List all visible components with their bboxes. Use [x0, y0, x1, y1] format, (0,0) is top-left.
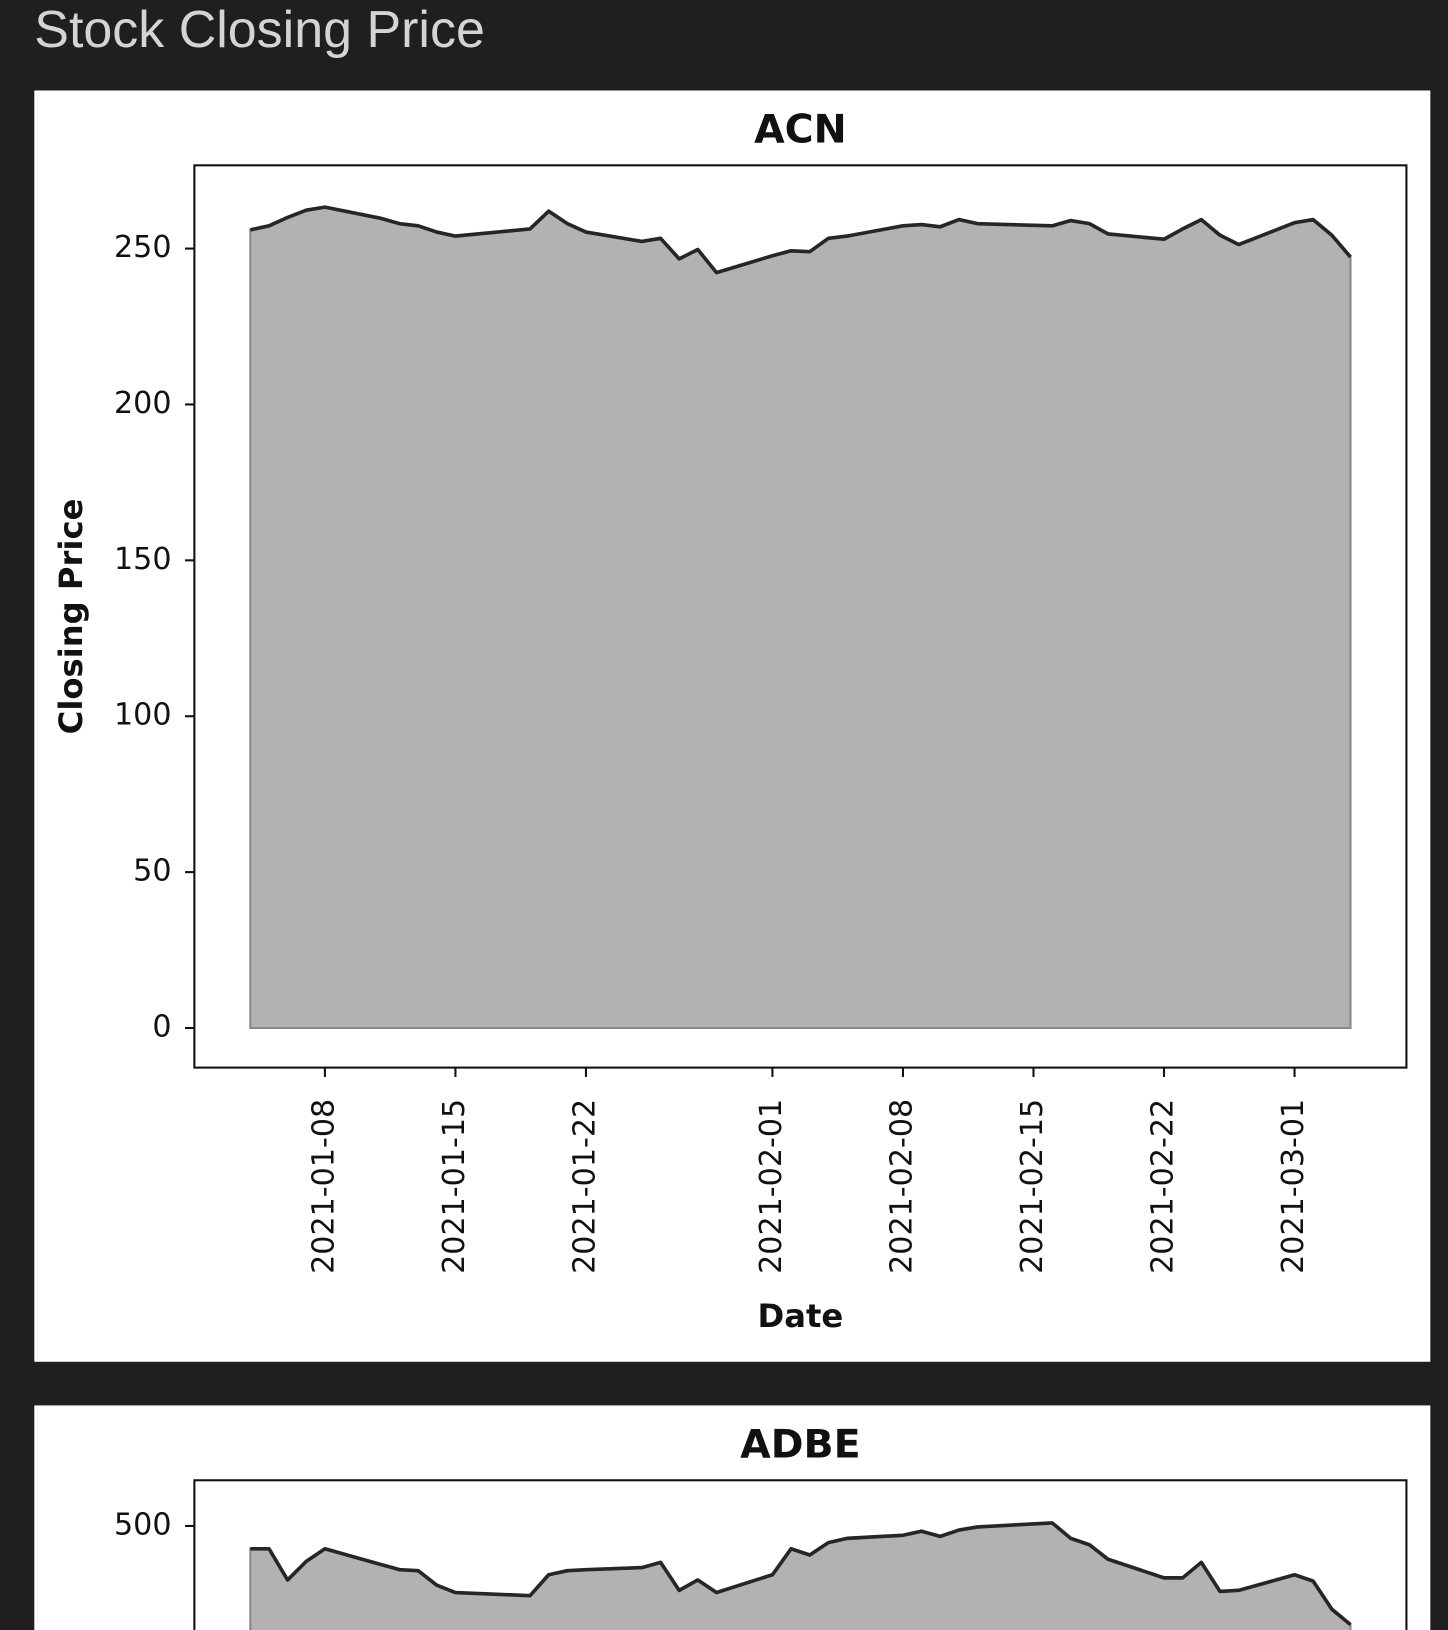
y-tick-label: 150: [114, 542, 171, 577]
chart-title: ADBE: [740, 1422, 860, 1468]
y-tick-label: 200: [114, 386, 171, 421]
x-tick-label: 2021-01-22: [567, 1099, 602, 1274]
x-tick-label: 2021-02-15: [1015, 1099, 1050, 1274]
y-tick-label: 500: [114, 1507, 171, 1542]
y-axis-label: Closing Price: [52, 499, 90, 735]
x-axis-label: Date: [758, 1297, 844, 1335]
x-tick-label: 2021-02-22: [1146, 1099, 1181, 1274]
chart: ADBE 500: [114, 1422, 1408, 1630]
x-tick-label: 2021-01-08: [306, 1099, 341, 1274]
axes-frame: [193, 164, 1408, 1069]
y-tick-label: 100: [114, 698, 171, 733]
area-line: [250, 1521, 1352, 1627]
y-tick-label: 50: [133, 854, 171, 889]
area-line: [249, 205, 1352, 275]
x-tick-label: 2021-02-01: [754, 1099, 789, 1274]
area-fill: [249, 206, 1352, 1030]
chart: ACN 0 50 100 150 200 250 2021-01-08 2021-01-15 20…: [52, 107, 1408, 1335]
x-tick-label: 2021-01-15: [437, 1099, 472, 1274]
x-tick-label: 2021-03-01: [1276, 1099, 1311, 1274]
x-tick-label: 2021-02-08: [884, 1099, 919, 1274]
axes-frame: [193, 1479, 1408, 1630]
y-tick-label: 0: [152, 1009, 171, 1044]
y-tick-label: 250: [114, 230, 171, 265]
page-title: Stock Closing Price: [34, 1, 485, 59]
chart-title: ACN: [754, 107, 847, 153]
